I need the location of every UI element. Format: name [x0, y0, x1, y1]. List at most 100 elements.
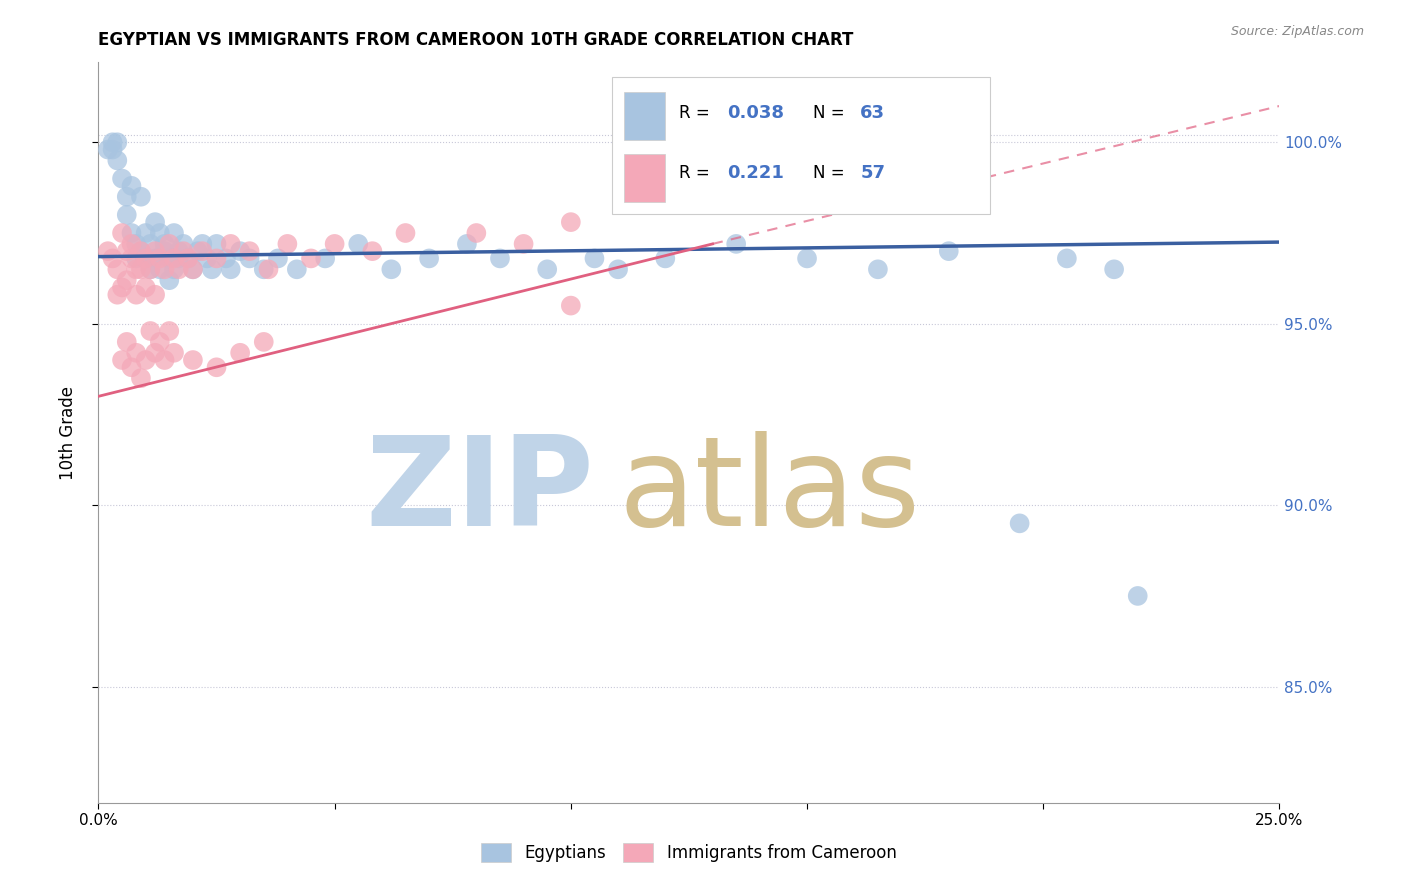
Point — [149, 262, 172, 277]
Point — [181, 262, 204, 277]
Bar — [624, 153, 665, 202]
Text: R =: R = — [679, 103, 716, 122]
Point — [149, 334, 172, 349]
Point — [347, 236, 370, 251]
Point — [418, 252, 440, 266]
Point — [157, 252, 180, 266]
Point — [157, 236, 180, 251]
Point — [361, 244, 384, 259]
Point — [105, 262, 128, 277]
Point — [607, 262, 630, 277]
Point — [111, 280, 134, 294]
Point — [163, 262, 186, 277]
Point — [394, 226, 416, 240]
Point — [143, 244, 166, 259]
Point — [105, 153, 128, 168]
Text: 63: 63 — [860, 103, 886, 122]
Point — [456, 236, 478, 251]
Point — [167, 262, 190, 277]
Point — [121, 178, 143, 193]
Point — [323, 236, 346, 251]
Point — [125, 287, 148, 301]
Text: 0.038: 0.038 — [727, 103, 783, 122]
Point — [129, 262, 152, 277]
Point — [276, 236, 298, 251]
Point — [725, 236, 748, 251]
Point — [101, 143, 124, 157]
Point — [172, 244, 194, 259]
Point — [465, 226, 488, 240]
Point — [380, 262, 402, 277]
Point — [129, 190, 152, 204]
Point — [1008, 516, 1031, 531]
Point — [285, 262, 308, 277]
Point — [135, 252, 157, 266]
Bar — [624, 92, 665, 140]
Text: atlas: atlas — [619, 432, 920, 552]
Point — [121, 360, 143, 375]
Point — [115, 190, 138, 204]
Point — [125, 236, 148, 251]
Point — [121, 252, 143, 266]
Text: EGYPTIAN VS IMMIGRANTS FROM CAMEROON 10TH GRADE CORRELATION CHART: EGYPTIAN VS IMMIGRANTS FROM CAMEROON 10T… — [98, 31, 853, 49]
Point — [121, 236, 143, 251]
Point — [153, 236, 176, 251]
Point — [172, 236, 194, 251]
Point — [157, 273, 180, 287]
Point — [111, 226, 134, 240]
Point — [111, 353, 134, 368]
Point — [135, 252, 157, 266]
Text: R =: R = — [679, 164, 721, 183]
Text: 0.221: 0.221 — [727, 164, 783, 183]
Point — [163, 345, 186, 359]
Point — [129, 244, 152, 259]
Point — [125, 252, 148, 266]
Point — [115, 208, 138, 222]
Point — [143, 215, 166, 229]
Point — [153, 244, 176, 259]
Point — [866, 262, 889, 277]
Point — [229, 244, 252, 259]
Point — [253, 334, 276, 349]
Text: 57: 57 — [860, 164, 886, 183]
Point — [105, 287, 128, 301]
Point — [536, 262, 558, 277]
Point — [101, 136, 124, 150]
Legend: Egyptians, Immigrants from Cameroon: Egyptians, Immigrants from Cameroon — [475, 836, 903, 869]
Point — [560, 215, 582, 229]
Point — [1102, 262, 1125, 277]
Point — [143, 345, 166, 359]
Point — [153, 262, 176, 277]
Point — [167, 244, 190, 259]
Point — [149, 252, 172, 266]
Point — [157, 324, 180, 338]
Point — [105, 136, 128, 150]
Point — [163, 252, 186, 266]
Text: N =: N = — [813, 103, 849, 122]
Point — [149, 226, 172, 240]
Point — [135, 353, 157, 368]
Point — [239, 252, 262, 266]
Point — [139, 236, 162, 251]
Point — [139, 262, 162, 277]
Point — [177, 252, 200, 266]
Point — [177, 252, 200, 266]
Point — [219, 262, 242, 277]
Point — [125, 345, 148, 359]
Point — [512, 236, 534, 251]
Point — [101, 252, 124, 266]
Point — [215, 252, 238, 266]
Point — [253, 262, 276, 277]
Point — [115, 244, 138, 259]
Point — [489, 252, 512, 266]
Point — [143, 287, 166, 301]
Point — [135, 226, 157, 240]
Point — [654, 252, 676, 266]
Point — [191, 244, 214, 259]
Point — [97, 244, 120, 259]
Point — [129, 244, 152, 259]
Point — [583, 252, 606, 266]
Point — [181, 353, 204, 368]
Point — [314, 252, 336, 266]
Point — [97, 143, 120, 157]
